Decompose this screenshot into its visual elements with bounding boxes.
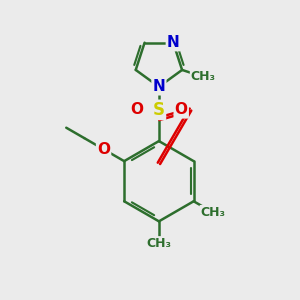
Text: CH₃: CH₃ bbox=[200, 206, 226, 219]
Text: CH₃: CH₃ bbox=[191, 70, 216, 83]
Text: N: N bbox=[152, 79, 165, 94]
Text: O: O bbox=[97, 142, 110, 157]
Text: O: O bbox=[130, 102, 143, 117]
Text: O: O bbox=[175, 102, 188, 117]
Text: N: N bbox=[167, 35, 180, 50]
Text: S: S bbox=[153, 101, 165, 119]
Text: CH₃: CH₃ bbox=[146, 237, 171, 250]
